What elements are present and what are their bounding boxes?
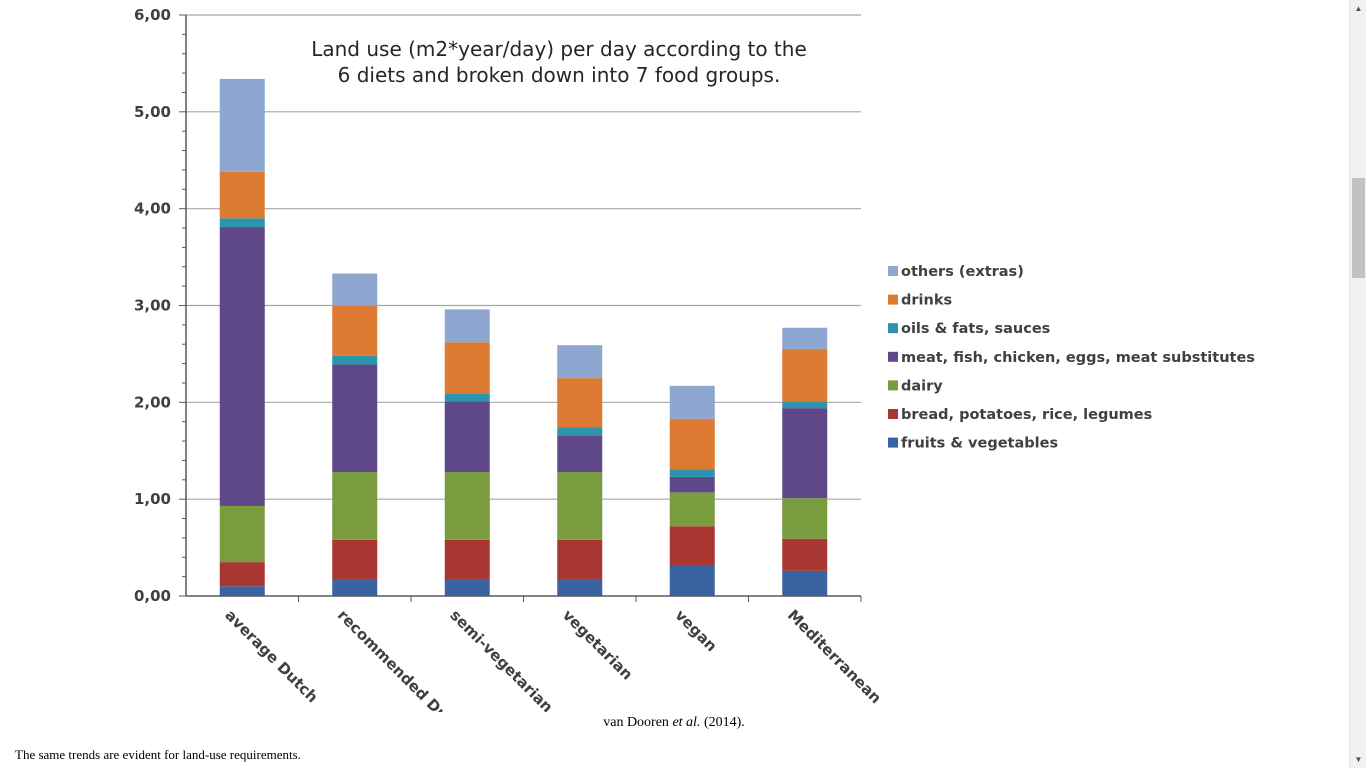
- bar-segment-mediterranean-others-extras: [782, 327, 828, 350]
- body-paragraph: The same trends are evident for land-use…: [15, 747, 301, 762]
- legend-label-bread-potatoes-rice-legumes: bread, potatoes, rice, legumes: [901, 407, 1152, 423]
- bar-segment-vegetarian-oils-fats-sauces: [557, 427, 603, 436]
- bar-segment-recommended-dutch-others-extras: [332, 273, 378, 306]
- bar-segment-vegan-meat-fish-chicken-eggs-meat-substitutes: [669, 476, 715, 493]
- bar-segment-recommended-dutch-drinks: [332, 305, 378, 356]
- x-tick-label-semi-vegetarian: semi-vegetarian: [446, 606, 556, 712]
- scroll-up-icon[interactable]: ▲: [1354, 4, 1363, 13]
- bar-segment-mediterranean-bread-potatoes-rice-legumes: [782, 538, 828, 571]
- bar-segment-semi-vegetarian-fruits-vegetables: [444, 579, 490, 596]
- bar-segment-vegan-others-extras: [669, 385, 715, 419]
- bar-segment-mediterranean-dairy: [782, 498, 828, 539]
- chart-title: Land use (m2*year/day) per day according…: [311, 37, 807, 87]
- bar-segment-average-dutch-bread-potatoes-rice-legumes: [219, 562, 265, 587]
- bar-segment-vegetarian-fruits-vegetables: [557, 579, 603, 596]
- bar-segment-mediterranean-oils-fats-sauces: [782, 401, 828, 409]
- chart-title-line: 6 diets and broken down into 7 food grou…: [338, 63, 781, 87]
- x-tick-label-average-dutch: average Dutch: [221, 606, 321, 706]
- bar-segment-recommended-dutch-dairy: [332, 472, 378, 540]
- stacked-bar-chart: 0,00 1,00 2,00 3,00 4,00 5,00 6,00 average Dutc…: [134, 6, 1255, 712]
- bar-segment-vegan-oils-fats-sauces: [669, 469, 715, 477]
- legend-swatch-drinks: [888, 294, 898, 305]
- caption-etal: et al.: [672, 715, 701, 730]
- bar-segment-semi-vegetarian-oils-fats-sauces: [444, 393, 490, 402]
- legend-label-oils-fats-sauces: oils & fats, sauces: [901, 321, 1050, 337]
- bar-segment-vegan-dairy: [669, 492, 715, 527]
- caption-year: (2014).: [703, 715, 745, 730]
- bar-segment-mediterranean-fruits-vegetables: [782, 570, 828, 596]
- figure-caption: van Dooren et al. (2014).: [0, 715, 1348, 731]
- caption-author: van Dooren: [603, 715, 669, 730]
- bar-segment-vegan-drinks: [669, 418, 715, 470]
- bar-segment-vegetarian-meat-fish-chicken-eggs-meat-substitutes: [557, 435, 603, 473]
- legend-label-meat-fish-chicken-eggs-meat-substitutes: meat, fish, chicken, eggs, meat substitu…: [901, 350, 1255, 366]
- bar-segment-semi-vegetarian-bread-potatoes-rice-legumes: [444, 539, 490, 580]
- bar-segment-recommended-dutch-bread-potatoes-rice-legumes: [332, 539, 378, 580]
- y-tick-label: 3,00: [134, 297, 171, 315]
- y-tick-label: 6,00: [134, 6, 171, 24]
- bar-segment-vegetarian-bread-potatoes-rice-legumes: [557, 539, 603, 580]
- bar-segment-vegan-bread-potatoes-rice-legumes: [669, 526, 715, 566]
- bar-segment-average-dutch-fruits-vegetables: [219, 586, 265, 596]
- bar-segment-vegetarian-drinks: [557, 378, 603, 428]
- y-tick-label: 0,00: [134, 587, 171, 605]
- legend-swatch-bread-potatoes-rice-legumes: [888, 409, 898, 419]
- bar-segment-average-dutch-oils-fats-sauces: [219, 218, 265, 228]
- legend-label-drinks: drinks: [901, 293, 952, 309]
- legend-swatch-oils-fats-sauces: [888, 323, 898, 334]
- bar-segment-vegetarian-dairy: [557, 472, 603, 540]
- legend-swatch-others-extras: [888, 266, 898, 276]
- chart-title-line: Land use (m2*year/day) per day according…: [311, 37, 807, 61]
- x-tick-label-vegetarian: vegetarian: [559, 606, 636, 683]
- bar-segment-recommended-dutch-fruits-vegetables: [332, 579, 378, 596]
- bar-segment-average-dutch-dairy: [219, 505, 265, 563]
- legend: others (extras) drinks oils & fats, sauces…: [888, 264, 1255, 452]
- bar-segment-mediterranean-meat-fish-chicken-eggs-meat-substitutes: [782, 408, 828, 499]
- bar-segment-average-dutch-meat-fish-chicken-eggs-meat-substitutes: [219, 227, 265, 506]
- y-tick-label: 5,00: [134, 103, 171, 121]
- bars: [219, 78, 828, 596]
- legend-label-dairy: dairy: [901, 378, 943, 394]
- legend-swatch-fruits-vegetables: [888, 437, 898, 448]
- bar-segment-semi-vegetarian-meat-fish-chicken-eggs-meat-substitutes: [444, 401, 490, 473]
- bar-segment-vegetarian-others-extras: [557, 345, 603, 379]
- y-tick-label: 4,00: [134, 200, 171, 218]
- x-tick-label-vegan: vegan: [671, 606, 720, 655]
- bar-segment-recommended-dutch-oils-fats-sauces: [332, 355, 378, 365]
- y-tick-label: 1,00: [134, 490, 171, 508]
- bar-segment-vegan-fruits-vegetables: [669, 565, 715, 596]
- vertical-scrollbar[interactable]: ▲ ▼: [1349, 0, 1366, 768]
- y-tick-label: 2,00: [134, 393, 171, 411]
- scroll-down-icon[interactable]: ▼: [1354, 755, 1363, 764]
- bar-segment-semi-vegetarian-dairy: [444, 472, 490, 540]
- legend-swatch-dairy: [888, 380, 898, 391]
- bar-segment-average-dutch-others-extras: [219, 78, 265, 172]
- legend-label-fruits-vegetables: fruits & vegetables: [901, 436, 1058, 452]
- scroll-thumb[interactable]: [1352, 178, 1365, 278]
- legend-label-others-extras: others (extras): [901, 264, 1024, 280]
- bar-segment-semi-vegetarian-drinks: [444, 342, 490, 394]
- legend-swatch-meat-fish-chicken-eggs-meat-substitutes: [888, 351, 898, 362]
- gridlines: [186, 14, 861, 500]
- bar-segment-mediterranean-drinks: [782, 349, 828, 402]
- bar-segment-average-dutch-drinks: [219, 171, 265, 219]
- bar-segment-semi-vegetarian-others-extras: [444, 309, 490, 343]
- x-tick-label-mediterranean: Mediterranean: [784, 606, 885, 707]
- bar-segment-recommended-dutch-meat-fish-chicken-eggs-meat-substitutes: [332, 364, 378, 473]
